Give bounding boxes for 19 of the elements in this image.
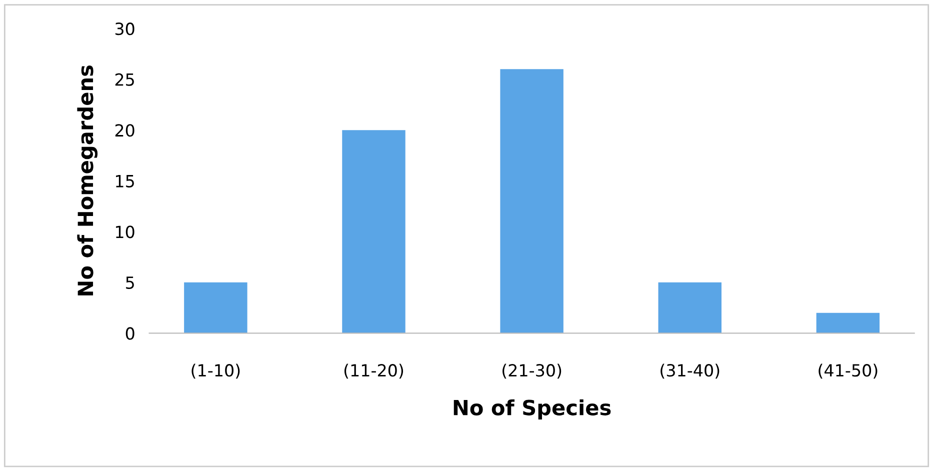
bar xyxy=(184,282,248,334)
y-tick-label: 10 xyxy=(116,226,134,238)
y-tick-label: 20 xyxy=(115,124,134,137)
bar xyxy=(816,312,880,334)
y-tick-label: 5 xyxy=(126,276,134,289)
y-tick-label: 0 xyxy=(126,327,134,340)
x-tick-label: (1-10) xyxy=(192,364,240,379)
x-tick-label: (21-30) xyxy=(502,364,562,379)
y-tick-label: 15 xyxy=(116,175,134,188)
y-tick-label: 30 xyxy=(115,22,134,36)
bar xyxy=(342,130,406,334)
x-tick-label: (31-40) xyxy=(660,364,720,379)
y-axis-title: No of Homegardens xyxy=(77,66,98,296)
bar xyxy=(658,282,722,334)
x-tick-label: (11-20) xyxy=(344,364,404,379)
x-axis-title: No of Species xyxy=(454,399,611,420)
x-tick-label: (41-50) xyxy=(818,364,878,379)
bar xyxy=(500,69,564,334)
y-tick-label: 25 xyxy=(115,73,134,86)
